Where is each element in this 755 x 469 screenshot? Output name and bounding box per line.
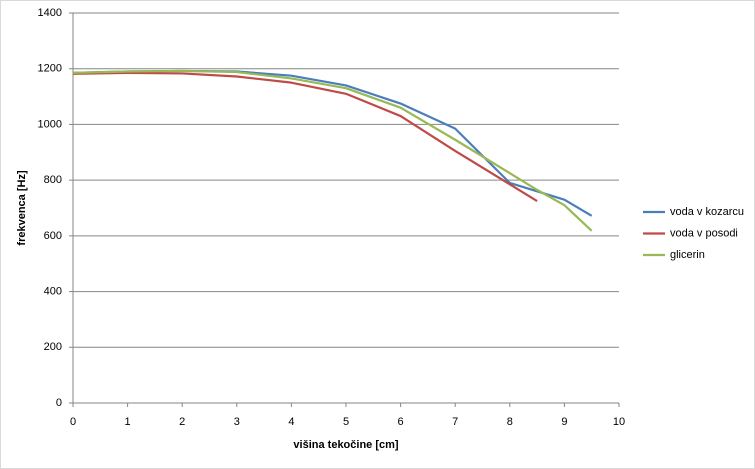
- legend-label: voda v kozarcu: [670, 206, 744, 218]
- y-axis-title: frekvenca [Hz]: [16, 170, 28, 246]
- x-tick-label: 8: [507, 416, 513, 428]
- x-tick-label: 10: [613, 416, 625, 428]
- series-line: [72, 69, 593, 232]
- y-tick-label: 600: [44, 230, 62, 242]
- x-tick-label: 4: [288, 416, 294, 428]
- series-line: [72, 71, 538, 202]
- x-tick-label: 5: [343, 416, 349, 428]
- legend-label: voda v posodi: [670, 227, 738, 239]
- y-tick-label: 0: [56, 397, 62, 409]
- y-tick-label: 1400: [38, 7, 62, 19]
- x-tick-label: 0: [70, 416, 76, 428]
- x-axis-title: višina tekočine [cm]: [293, 439, 398, 451]
- x-tick-label: 7: [452, 416, 458, 428]
- legend-label: glicerin: [670, 249, 705, 261]
- y-tick-label: 200: [44, 341, 62, 353]
- y-tick-label: 400: [44, 285, 62, 297]
- x-tick-label: 2: [179, 416, 185, 428]
- x-tick-label: 3: [234, 416, 240, 428]
- x-tick-label: 6: [398, 416, 404, 428]
- y-tick-label: 1200: [38, 63, 62, 75]
- y-tick-label: 800: [44, 174, 62, 186]
- x-tick-label: 1: [125, 416, 131, 428]
- x-tick-label: 9: [561, 416, 567, 428]
- y-tick-label: 1000: [38, 118, 62, 130]
